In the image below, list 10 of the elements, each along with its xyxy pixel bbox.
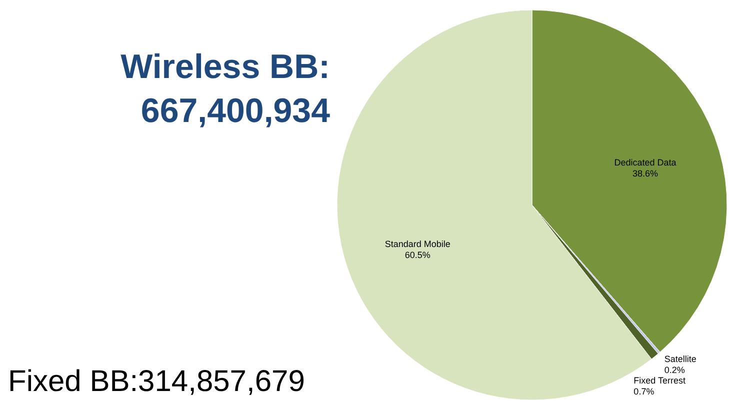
data-label: 0.2%: [664, 364, 685, 375]
data-label: 0.7%: [634, 386, 654, 397]
text: Wireless BB: 667,400,934: [120, 48, 330, 130]
text: Fixed BB:314,857,679: [8, 365, 305, 398]
data-label: 60.5%: [404, 250, 430, 260]
slice-label: Fixed Terrest: [634, 376, 686, 386]
data-label: 38.6%: [632, 168, 658, 179]
slice-label: Dedicated Data: [614, 158, 676, 168]
slice-label: Satellite: [664, 354, 696, 364]
slice-label: Standard Mobile: [384, 239, 450, 250]
